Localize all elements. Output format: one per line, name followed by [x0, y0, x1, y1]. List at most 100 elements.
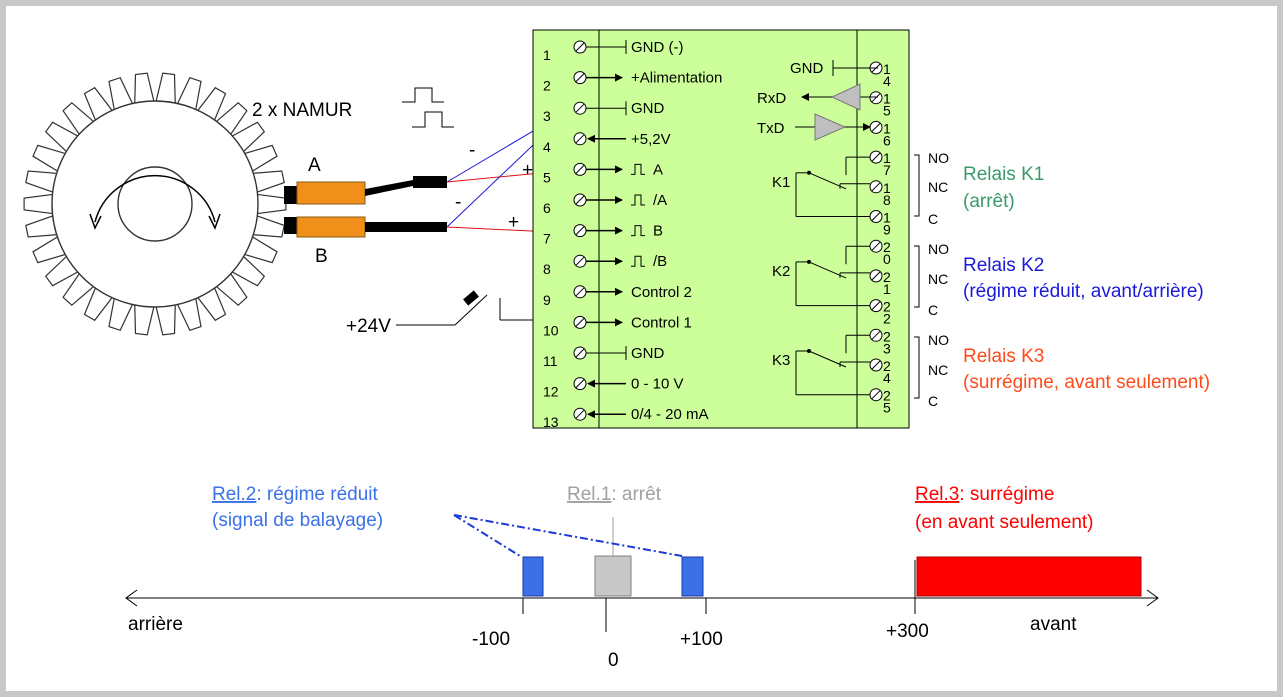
- k3-nc: NC: [928, 362, 948, 378]
- sensor-a-plus: +: [522, 160, 533, 181]
- left-pin-number: 4: [543, 139, 551, 155]
- relay-switch-icon: [808, 172, 847, 190]
- relay-coil-label: K2: [772, 263, 790, 280]
- left-screw-icon-slot: [575, 379, 585, 388]
- relay-switch-icon: [808, 261, 847, 279]
- pulse-icon: [631, 194, 645, 206]
- relay-coil-label: K3: [772, 352, 790, 369]
- left-screw-icon-slot: [575, 256, 585, 266]
- gear-tooth: [23, 193, 56, 215]
- gear-tooth: [134, 302, 156, 336]
- left-screw-icon-slot: [575, 73, 585, 82]
- left-pin-label: +5,2V: [631, 131, 671, 148]
- left-pin-label: +Alimentation: [631, 70, 722, 87]
- left-screw-icon-slot: [575, 165, 585, 174]
- rel2-legend: Rel.2: régime réduit: [212, 484, 379, 505]
- rel3-zone: [916, 556, 1142, 597]
- sensor-b: [284, 216, 447, 238]
- right-pin-number: 4: [883, 370, 891, 386]
- left-screw-icon-slot: [575, 134, 585, 144]
- k2-desc: (régime réduit, avant/arrière): [963, 281, 1204, 302]
- rel2-pointer-pos: [453, 514, 683, 557]
- sensor-a-minus: -: [469, 140, 475, 161]
- left-pin-number: 13: [543, 414, 559, 430]
- right-screw-icon-slot: [871, 271, 881, 281]
- rel1-zone: [594, 555, 632, 597]
- pulse-icon: [631, 163, 645, 175]
- rel3-link[interactable]: Rel.3: [915, 484, 959, 505]
- pin15-label: RxD: [757, 90, 786, 107]
- k3-title: Relais K3: [963, 346, 1044, 367]
- sensor-b-plus: +: [508, 212, 519, 233]
- left-screw-icon-slot: [575, 103, 585, 113]
- right-screw-icon-slot: [871, 182, 881, 192]
- rel2-pointer-neg: [453, 514, 521, 557]
- right-screw-icon-slot: [871, 241, 881, 251]
- right-pin-number: 4: [883, 73, 891, 89]
- rel1-link[interactable]: Rel.1: [567, 484, 611, 505]
- left-pin-label: 0 - 10 V: [631, 376, 684, 393]
- pulse-a-icon: [402, 87, 444, 103]
- k1-nc: NC: [928, 179, 948, 195]
- right-screw-icon-slot: [871, 212, 881, 221]
- k1-bracket: [914, 154, 920, 217]
- left-pin-number: 2: [543, 78, 551, 94]
- right-screw-icon-slot: [871, 152, 881, 162]
- k1-desc: (arrêt): [963, 191, 1015, 212]
- right-pin-number: 0: [883, 251, 891, 267]
- left-screw-icon-slot: [575, 318, 585, 327]
- gear-tooth: [154, 72, 176, 106]
- left-pin-number: 6: [543, 200, 551, 216]
- tick-label-plus100: +100: [680, 629, 723, 650]
- left-screw-icon-slot: [575, 195, 585, 205]
- left-terminal-block: 1 GND (-) 2 +Alimentation 3 GND 4 +5,2V 5 A 6/A 7 B 8…: [543, 39, 722, 430]
- right-screw-icon-slot: [871, 93, 881, 103]
- rxd-buffer-icon: [830, 83, 861, 111]
- left-screw-icon-slot: [575, 226, 585, 235]
- left-pin-label: GND: [631, 345, 665, 362]
- right-pin-number: 1: [883, 91, 891, 107]
- relay-switch-icon: [808, 350, 847, 368]
- right-pin-number: 2: [883, 239, 891, 255]
- right-pin-number: 5: [883, 400, 891, 416]
- rel3-text: : surrégime: [959, 484, 1054, 505]
- k2-no: NO: [928, 241, 949, 257]
- relay-labels: NO NC C Relais K1 (arrêt) NO NC C Relais…: [914, 150, 1210, 409]
- gear-tooth: [254, 193, 287, 215]
- axis-left-label: arrière: [128, 614, 183, 635]
- left-screw-icon-slot: [575, 287, 585, 297]
- right-pin-number: 2: [883, 358, 891, 374]
- k3-no: NO: [928, 332, 949, 348]
- rel2-link[interactable]: Rel.2: [212, 484, 256, 505]
- right-screw-icon-slot: [871, 360, 881, 370]
- switch-actuator-icon: [463, 290, 479, 306]
- gear-hub: [117, 166, 193, 242]
- left-pin-label: A: [653, 161, 663, 178]
- left-pin-number: 5: [543, 169, 551, 185]
- pin16-label: TxD: [757, 120, 785, 137]
- supply-24v-label: +24V: [346, 316, 391, 337]
- namur-label: 2 x NAMUR: [252, 100, 352, 121]
- k2-c: C: [928, 302, 938, 318]
- rel3-legend: Rel.3: surrégime: [915, 484, 1054, 505]
- rel1-legend: Rel.1: arrêt: [567, 484, 662, 505]
- sensor-b-minus: -: [455, 192, 461, 213]
- left-pin-number: 8: [543, 261, 551, 277]
- left-screw-icon-slot: [575, 42, 585, 52]
- gear-tooth: [154, 302, 176, 336]
- k2-nc: NC: [928, 271, 948, 287]
- left-pin-number: 7: [543, 231, 551, 247]
- k3-bracket: [914, 336, 920, 399]
- right-pin-number: 1: [883, 120, 891, 136]
- rel2-zone-negative: [522, 556, 544, 597]
- right-pin-number: 1: [883, 150, 891, 166]
- k1-no: NO: [928, 150, 949, 166]
- right-pin-number: 2: [883, 311, 891, 327]
- axis-right-label: avant: [1030, 614, 1077, 635]
- pulse-icon: [631, 225, 645, 237]
- sensor-b-label: B: [315, 246, 328, 267]
- right-pin-number: 2: [883, 328, 891, 344]
- left-pin-number: 11: [543, 353, 558, 369]
- left-pin-label: GND: [631, 100, 665, 117]
